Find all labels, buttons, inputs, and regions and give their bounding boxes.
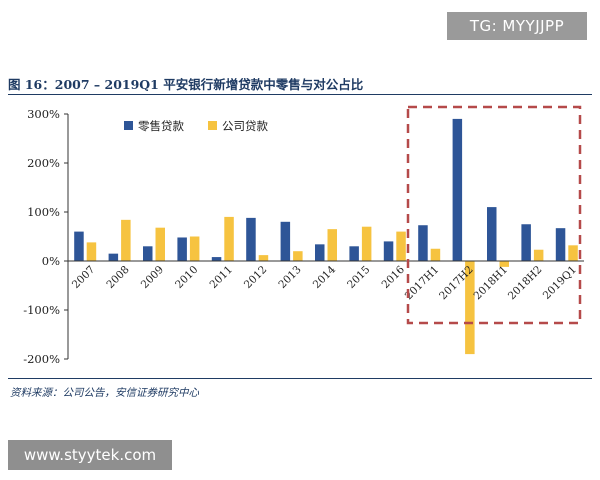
retail-bar-2017H1	[418, 225, 428, 261]
highlight-box	[406, 105, 582, 325]
retail-bar-2013	[280, 221, 291, 261]
y-tick-label: 0%	[42, 254, 60, 268]
retail-bar-2017H2	[452, 118, 463, 262]
corporate-bar-2019Q1	[568, 245, 578, 261]
title-rule	[8, 94, 592, 95]
corporate-bar-2017H1	[430, 248, 441, 261]
y-tick-label: 200%	[27, 156, 60, 170]
highlight	[406, 105, 582, 325]
x-tick-label: 2007	[70, 264, 97, 291]
legend-label: 公司贷款	[222, 119, 268, 133]
corporate-bar-2018H2	[533, 249, 544, 261]
x-tick-label: 2014	[311, 263, 339, 291]
x-tick-label: 2011	[208, 264, 235, 291]
x-tick-label: 2018H2	[506, 264, 545, 303]
chart-title: 图 16：2007 – 2019Q1 平安银行新增贷款中零售与对公占比	[8, 77, 364, 92]
retail-bar-2009	[143, 246, 153, 261]
y-tick-label: -100%	[23, 303, 60, 317]
legend-swatch	[208, 121, 217, 130]
x-tick-label: 2008	[104, 264, 131, 291]
retail-bar-2019Q1	[555, 228, 566, 261]
corporate-bar-2008	[121, 219, 131, 261]
y-tick-label: 100%	[27, 205, 60, 219]
x-axis: 2007 2008 2009 2010 2011 2012 2013 2014 2015 2016…	[68, 260, 584, 303]
retail-bar-2018H1	[487, 207, 497, 261]
y-tick-label: -200%	[23, 352, 60, 366]
x-tick-label: 2009	[139, 264, 166, 291]
x-tick-label: 2019Q1	[541, 264, 579, 302]
corporate-bar-2010	[189, 236, 200, 261]
corporate-bar-2011	[224, 216, 234, 261]
retail-bar-2012	[246, 217, 256, 261]
bottom-rule	[8, 378, 592, 379]
legend: 零售贷款 公司贷款	[124, 119, 268, 133]
y-axis: 300% 200% 100% 0% -100% -200%	[23, 107, 69, 366]
watermark-top: TG: MYYJJPP	[447, 12, 587, 40]
corporate-bar-2014	[327, 229, 337, 261]
watermark-bottom: www.styytek.com	[8, 440, 172, 470]
source-note: 资料来源：公司公告，安信证券研究中心	[10, 387, 199, 399]
retail-bar-2008	[108, 253, 119, 261]
retail-bar-2016	[383, 241, 394, 261]
retail-bar-2018H2	[521, 224, 531, 261]
y-tick-label: 300%	[27, 107, 60, 121]
retail-bar-2010	[177, 237, 187, 261]
x-tick-label: 2010	[173, 264, 200, 291]
bars	[74, 118, 578, 355]
legend-swatch	[124, 121, 133, 130]
corporate-bar-2007	[86, 242, 97, 261]
retail-bar-2007	[74, 231, 84, 261]
corporate-bar-2013	[293, 251, 303, 261]
x-tick-label: 2012	[242, 264, 269, 291]
x-tick-label: 2015	[345, 264, 372, 291]
legend-label: 零售贷款	[138, 119, 184, 133]
retail-bar-2014	[315, 244, 325, 261]
retail-bar-2015	[349, 246, 359, 261]
x-tick-label: 2013	[276, 264, 303, 291]
corporate-bar-2009	[155, 227, 165, 261]
x-tick-label: 2018H1	[472, 264, 511, 303]
x-tick-label: 2016	[380, 263, 408, 291]
retail-bar-2011	[211, 257, 222, 261]
corporate-bar-2017H2	[465, 261, 475, 355]
corporate-bar-2018H1	[499, 261, 509, 267]
corporate-bar-2015	[361, 226, 372, 261]
corporate-bar-2016	[396, 231, 406, 261]
corporate-bar-2012	[258, 255, 269, 261]
